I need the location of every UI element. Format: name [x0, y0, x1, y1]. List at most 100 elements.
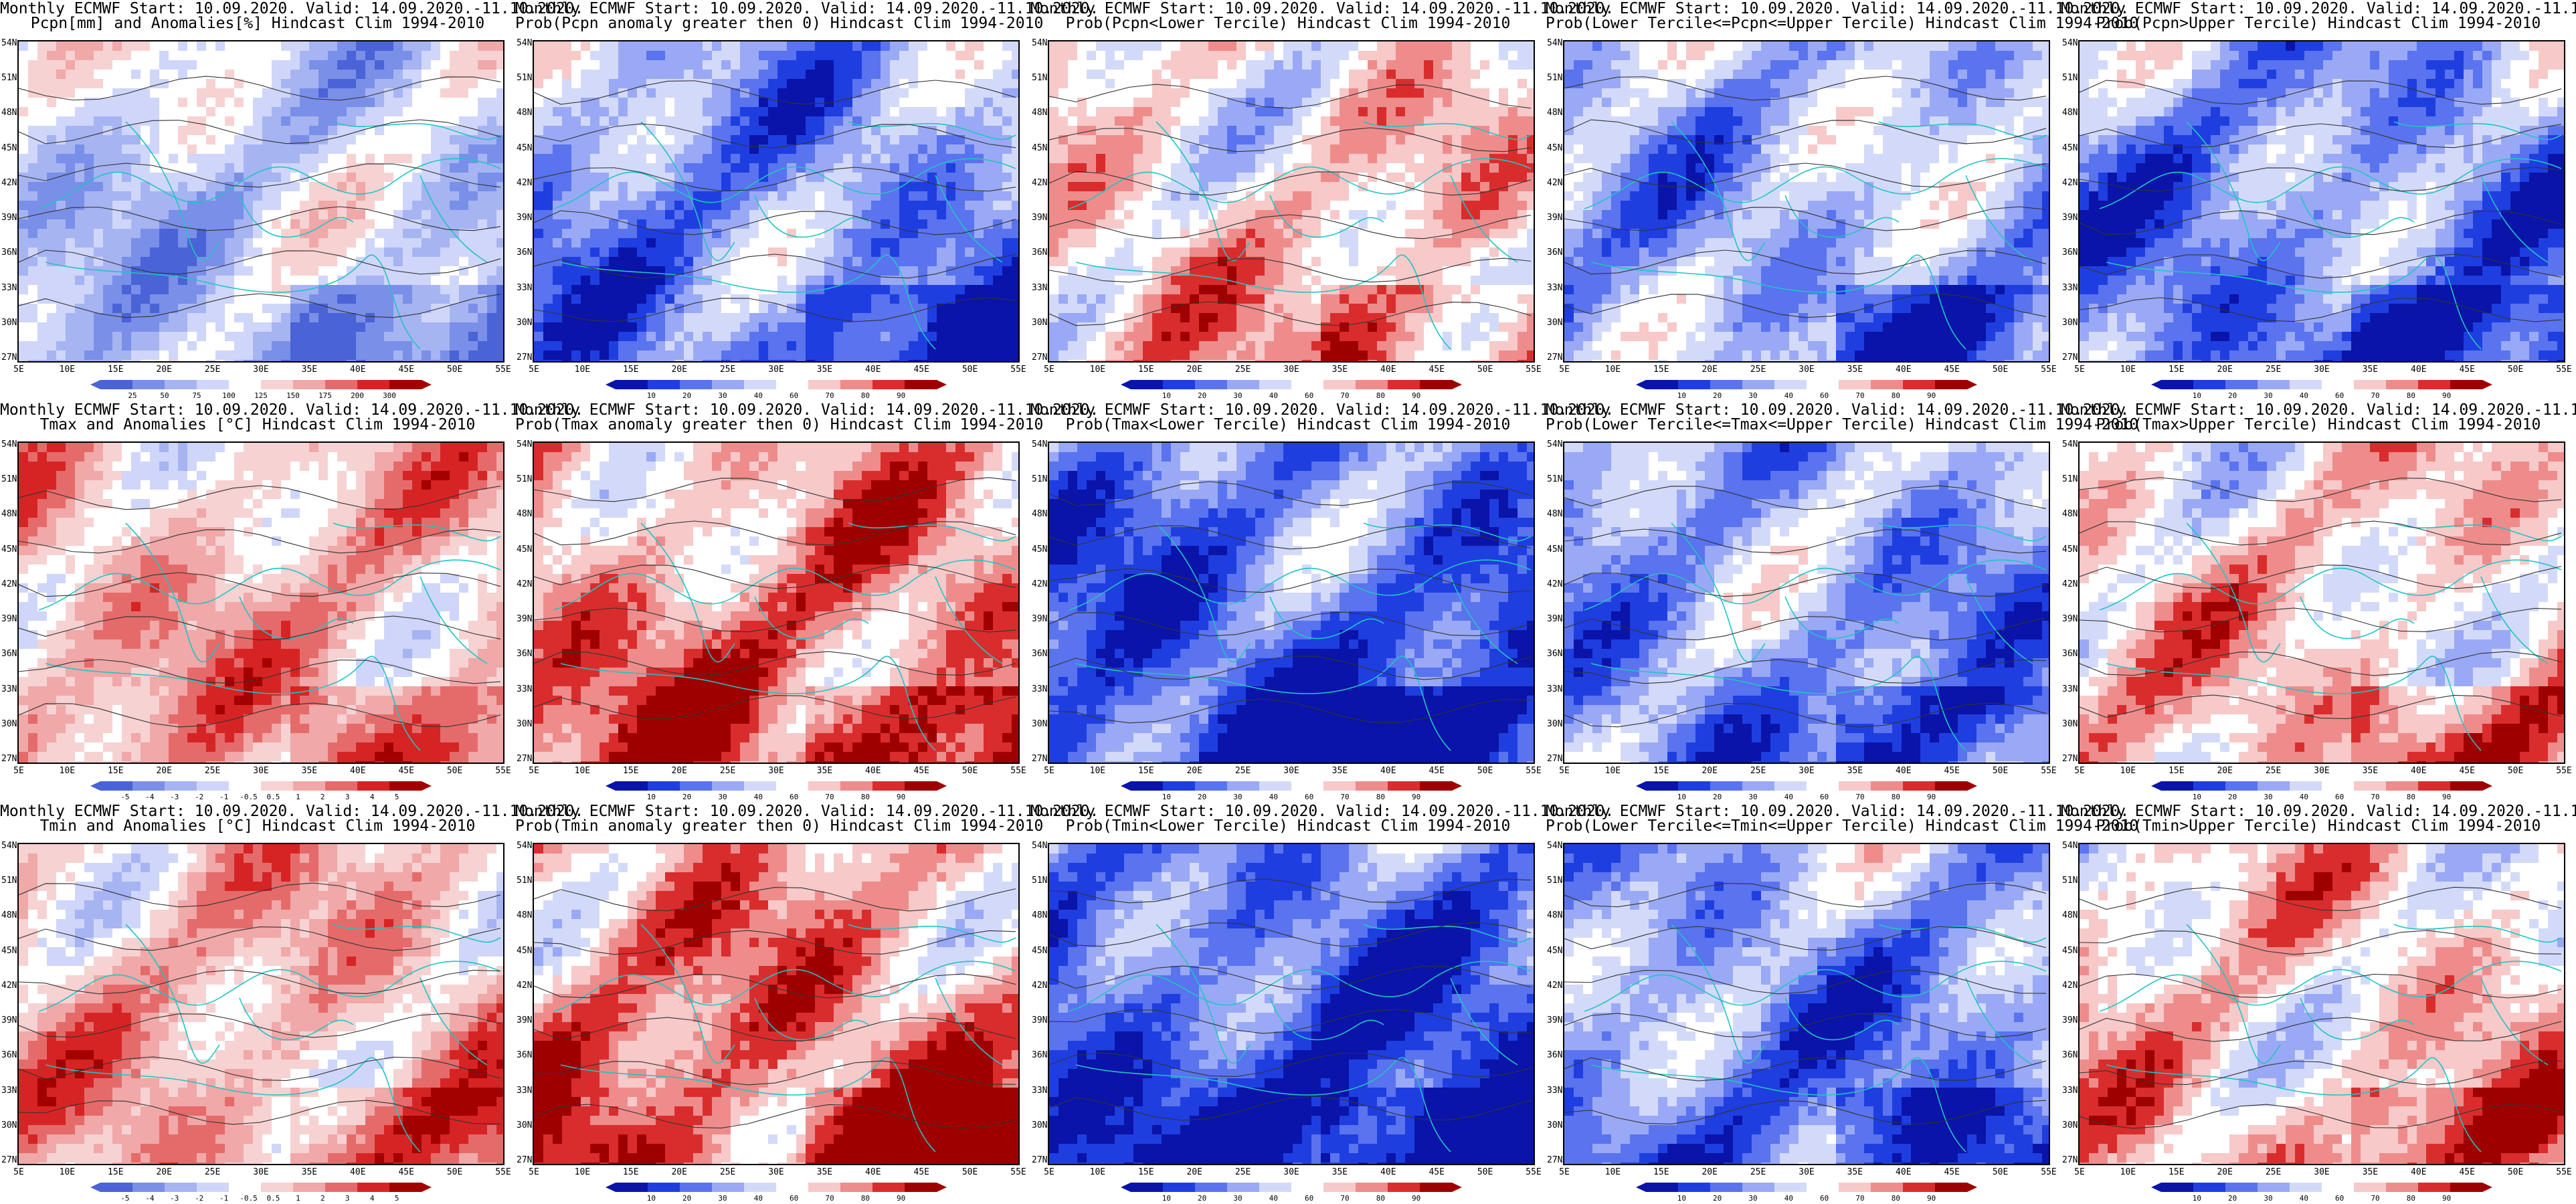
colorbar-swatch [261, 1183, 294, 1192]
lon-tick-label: 55E [1526, 1167, 1541, 1177]
contour-line [2080, 651, 2562, 676]
lon-tick-label: 10E [1605, 766, 1621, 776]
contour-line [2080, 694, 2562, 720]
lat-tick-label: 42N [1032, 579, 1047, 589]
colorbar-swatch [2322, 1183, 2355, 1192]
lat-tick-label: 27N [517, 353, 532, 363]
coastline [1965, 977, 2033, 1066]
contour-line [2080, 297, 2562, 322]
lat-tick-label: 39N [1, 1015, 17, 1025]
lon-tick-label: 30E [253, 1167, 268, 1177]
colorbar-swatch [1195, 380, 1228, 389]
coastline [560, 656, 936, 751]
colorbar-tick-label: 70 [825, 1194, 834, 1203]
lat-tick-label: 36N [517, 247, 532, 258]
lat-tick-label: 27N [1547, 754, 1562, 764]
lat-tick-label: 33N [517, 283, 532, 293]
lon-tick-label: 30E [1283, 766, 1299, 776]
colorbar-swatch [744, 781, 777, 791]
lat-tick-label: 54N [2062, 38, 2078, 48]
panel-title-line2: Prob(Tmax>Upper Tercile) Hindcast Clim 1… [2061, 417, 2576, 433]
map-field [2080, 41, 2564, 361]
map-panel-precip-prob-upper: Monthly ECMWF Start: 10.09.2020. Valid: … [2061, 0, 2576, 401]
coastline [125, 924, 220, 1064]
colorbar-swatch [2193, 781, 2226, 791]
lat-tick-label: 36N [1547, 247, 1562, 258]
lat-tick-label: 51N [517, 73, 532, 83]
coastline [45, 1057, 421, 1152]
lon-tick-label: 10E [60, 766, 75, 776]
colorbar-tick-label: 20 [1198, 793, 1206, 801]
colorbar-tick-label: 30 [2264, 391, 2272, 400]
colorbar-tick-label: 80 [861, 391, 870, 400]
colorbar-swatch [1259, 781, 1292, 791]
colorbar-swatches [1121, 380, 1462, 389]
colorbar-tick-label: 10 [1162, 793, 1171, 801]
colorbar-swatch [325, 380, 358, 389]
lat-tick-label: 36N [517, 1050, 532, 1060]
colorbar [1121, 781, 1462, 791]
lon-tick-label: 5E [1559, 1167, 1570, 1177]
lon-tick-label: 10E [575, 365, 590, 375]
colorbar-swatch [1678, 1183, 1711, 1192]
lon-tick-label: 20E [2217, 365, 2232, 375]
colorbar-swatch [100, 781, 133, 791]
lon-tick-label: 50E [1477, 1167, 1493, 1177]
lat-tick-label: 39N [1, 614, 17, 624]
colorbar-swatch [1420, 380, 1453, 389]
lon-tick-label: 45E [398, 766, 413, 776]
map-frame [533, 40, 1020, 363]
contour-line [1564, 485, 2047, 510]
colorbar-swatch [1839, 380, 1871, 389]
colorbar-swatch [1323, 781, 1356, 791]
colorbar-tick-label: 60 [2335, 391, 2344, 400]
contour-line [1564, 163, 2047, 188]
colorbar-swatch [2322, 781, 2355, 791]
panel-title-line2: Prob(Pcpn<Lower Tercile) Hindcast Clim 1… [1030, 16, 1546, 31]
contour-line [534, 297, 1016, 322]
lat-tick-label: 36N [1, 1050, 17, 1060]
panel-title-line2: Prob(Tmax<Lower Tercile) Hindcast Clim 1… [1030, 417, 1546, 433]
coastline [1671, 121, 1766, 262]
lat-tick-label: 30N [1, 318, 17, 328]
coastline [1784, 596, 1900, 639]
coastline [1878, 522, 2047, 542]
contour-line [2080, 607, 2562, 633]
colorbar-swatch [165, 781, 197, 791]
lat-tick-label: 27N [1, 754, 17, 764]
lat-tick-label: 39N [1032, 614, 1047, 624]
lon-tick-label: 5E [1044, 365, 1054, 375]
colorbar-swatch [1195, 781, 1228, 791]
lat-tick-label: 30N [517, 719, 532, 729]
colorbar-swatch [1420, 1183, 1453, 1192]
lon-tick-label: 5E [2074, 766, 2085, 776]
panel-title-line1: Monthly ECMWF Start: 10.09.2020. Valid: … [2061, 804, 2576, 819]
colorbar-tick-label: 75 [192, 391, 201, 400]
lat-tick-label: 36N [1032, 247, 1047, 258]
contour-line [2080, 1017, 2562, 1042]
panel-title-line2: Tmax and Anomalies [°C] Hindcast Clim 19… [0, 417, 515, 433]
lat-tick-label: 36N [1032, 649, 1047, 659]
lon-tick-label: 15E [623, 1167, 638, 1177]
colorbar-swatches [90, 1183, 432, 1192]
lat-tick-label: 39N [517, 614, 532, 624]
contour-line [1049, 481, 1532, 506]
coastline [2106, 1057, 2482, 1152]
lon-tick-label: 10E [2120, 365, 2136, 375]
lon-tick-label: 50E [2508, 766, 2523, 776]
lon-tick-label: 5E [13, 766, 24, 776]
colorbar-tick-label: 60 [790, 1194, 798, 1203]
colorbar-swatch [1227, 781, 1260, 791]
map-field [534, 443, 1018, 763]
contour-line [19, 1056, 501, 1082]
contour-line [1049, 878, 1532, 904]
panel-title-line2: Prob(Pcpn>Upper Tercile) Hindcast Clim 1… [2061, 16, 2576, 31]
colorbar-high-arrow [1452, 380, 1462, 389]
colorbar-swatch [648, 781, 680, 791]
lat-tick-label: 30N [2062, 1120, 2078, 1130]
lon-tick-label: 40E [2411, 365, 2426, 375]
colorbar-swatch [744, 380, 777, 389]
lon-tick-label: 55E [495, 1167, 511, 1177]
lon-tick-label: 30E [253, 766, 268, 776]
contour-line [19, 528, 501, 554]
